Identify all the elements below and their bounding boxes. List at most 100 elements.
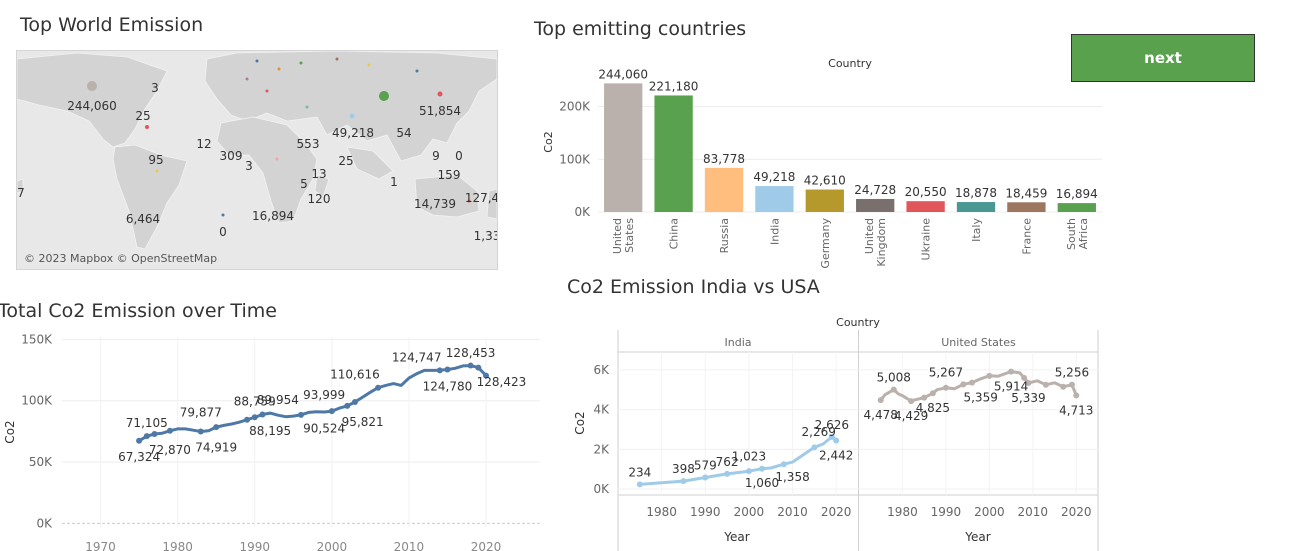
map-label: 0 (455, 149, 463, 163)
bar (604, 83, 643, 212)
bar-category-label-line: South (1065, 218, 1078, 250)
bar-category-label: UnitedStates (611, 218, 636, 254)
world-map[interactable]: 244,060 3 25 12 95 309 3 553 49,218 54 51,854 9 0 159… (16, 50, 498, 270)
bar-y-tick-label: 200K (559, 100, 591, 114)
bar-value-label: 221,180 (649, 79, 699, 93)
iu-data-label: 5,267 (929, 365, 963, 379)
iu-point (1060, 383, 1067, 390)
bar-legend-title: Country (828, 57, 872, 70)
bar-category-label-line: India (768, 218, 781, 245)
iu-y-tick-label: 2K (593, 442, 610, 456)
iu-point (921, 394, 928, 401)
iu-data-label: 5,339 (1011, 391, 1045, 405)
total-x-tick-label: 1980 (162, 540, 193, 551)
map-label: 127,4 (465, 191, 497, 205)
iu-x-axis-label: Year (723, 530, 749, 544)
bar-y-tick-label: 100K (559, 152, 591, 166)
total-data-label: 93,999 (303, 388, 345, 402)
map-label: 51,854 (419, 104, 461, 118)
bar-category-label-line: Ukraine (920, 218, 933, 261)
map-label: 0 (219, 225, 227, 239)
total-data-label: 90,524 (303, 421, 345, 435)
bar-value-label: 16,894 (1056, 187, 1098, 201)
map-label: 553 (297, 137, 320, 151)
total-y-axis-label: Co2 (3, 420, 17, 443)
total-point (475, 364, 482, 371)
iu-data-label: 5,359 (963, 391, 997, 405)
bar-category-label-line: France (1020, 218, 1033, 255)
map-label: 95 (148, 153, 163, 167)
total-point (351, 398, 358, 405)
total-x-tick-label: 2000 (317, 540, 348, 551)
iu-y-tick-label: 6K (593, 363, 610, 377)
total-data-label: 124,780 (423, 379, 473, 393)
iu-pane-header: India (725, 336, 752, 349)
total-data-label: 89,954 (257, 393, 299, 407)
map-label: 5 (300, 177, 308, 191)
bar (704, 167, 744, 212)
map-label: 244,060 (67, 99, 117, 113)
total-data-label: 72,870 (149, 443, 191, 457)
total-data-label: 95,821 (342, 415, 384, 429)
iu-point (680, 478, 687, 485)
bar (1007, 202, 1046, 212)
total-data-label: 79,877 (180, 405, 222, 419)
bar-category-label-line: United (611, 218, 624, 254)
total-y-tick-label: 100K (21, 394, 53, 408)
bar-category-label-line: States (623, 218, 636, 253)
map-label: 16,894 (252, 209, 294, 223)
map-label: 54 (396, 126, 411, 140)
bar-category-label-line: Germany (819, 218, 832, 269)
total-point (483, 372, 490, 379)
iu-data-label: 398 (672, 462, 695, 476)
iu-point (942, 384, 949, 391)
iu-point (968, 379, 975, 386)
bar-category-label: UnitedKingdom (863, 218, 888, 267)
bar (1057, 203, 1096, 212)
bar-y-axis-label: Co2 (542, 131, 555, 152)
iu-y-tick-label: 0K (593, 482, 610, 496)
iu-point (759, 465, 765, 472)
iu-point (929, 390, 936, 397)
map-label: 120 (308, 192, 331, 206)
total-data-label: 128,453 (446, 346, 496, 360)
bar-category-label: France (1020, 218, 1033, 255)
iu-y-axis-label: Co2 (573, 411, 587, 434)
bar-category-label: India (768, 218, 781, 245)
map-label: 25 (338, 154, 353, 168)
total-point (197, 428, 204, 435)
iu-data-label: 1,060 (745, 476, 779, 490)
map-label: 49,218 (332, 126, 374, 140)
map-land (17, 51, 497, 250)
total-point (244, 416, 251, 423)
total-point (328, 408, 335, 415)
iu-data-label: 1,358 (775, 470, 809, 484)
total-series-line (137, 364, 488, 443)
iu-x-tick-label: 1990 (690, 505, 721, 519)
total-point (151, 430, 158, 437)
iu-x-tick-label: 2000 (734, 505, 765, 519)
map-label: 159 (438, 168, 461, 182)
map-attribution: © 2023 Mapbox © OpenStreetMap (24, 252, 218, 265)
map-label: 6,464 (126, 212, 160, 226)
iu-point (877, 397, 884, 404)
total-data-label: 71,105 (126, 416, 168, 430)
iu-data-label: 4,429 (894, 409, 928, 423)
next-button[interactable]: next (1071, 34, 1255, 82)
iu-y-tick-label: 4K (593, 403, 610, 417)
bar-category-label-line: Kingdom (875, 218, 888, 267)
iu-x-tick-label: 2010 (777, 505, 808, 519)
total-point (298, 411, 304, 418)
iu-data-label: 4,825 (916, 401, 950, 415)
iu-series-line (879, 370, 1078, 403)
total-point (143, 433, 150, 440)
total-x-tick-label: 2020 (471, 540, 502, 551)
iu-data-label: 234 (628, 465, 651, 479)
iu-data-label: 1,023 (732, 450, 766, 464)
iu-point (780, 461, 787, 468)
iu-data-label: 2,269 (802, 425, 836, 439)
map-label: 13 (311, 167, 326, 181)
bar (654, 95, 693, 212)
